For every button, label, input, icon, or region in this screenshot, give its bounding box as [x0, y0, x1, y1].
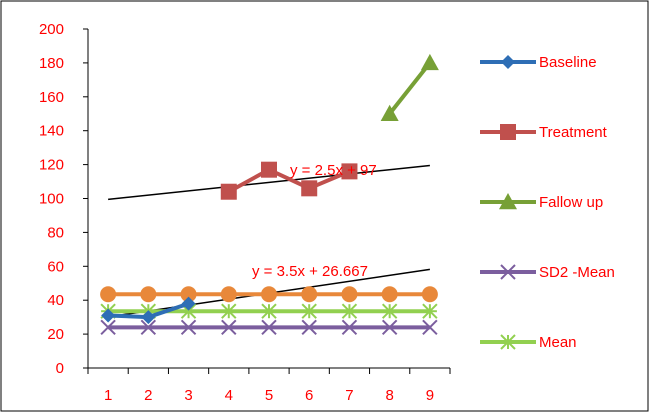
legend-label: Treatment — [539, 124, 608, 141]
data-point — [381, 303, 398, 319]
data-point — [341, 319, 358, 336]
data-point — [140, 319, 157, 336]
data-point — [180, 319, 197, 336]
x-tick-label: 7 — [345, 387, 353, 404]
data-point — [421, 286, 438, 303]
marker-stroke — [221, 319, 237, 336]
legend-item-mean: Mean — [480, 334, 577, 351]
marker-stroke — [301, 319, 317, 336]
y-tick-label: 160 — [39, 89, 64, 106]
trendline-labels: y = 2.5x + 97 y = 3.5x + 26.667 — [252, 162, 377, 280]
marker-stroke — [140, 319, 157, 336]
series-sd2-mean — [100, 319, 438, 336]
data-point — [101, 308, 116, 323]
legend-label: Mean — [539, 334, 577, 351]
data-point — [100, 286, 117, 303]
series-line — [227, 167, 351, 194]
x-tick-label: 8 — [385, 387, 393, 404]
data-point — [422, 303, 438, 319]
data-point — [181, 296, 196, 311]
y-tick-label: 180 — [39, 55, 64, 72]
series-unnamed — [100, 286, 438, 303]
x-tick-label: 5 — [265, 387, 273, 404]
y-tick-label: 80 — [47, 224, 64, 241]
data-point — [220, 286, 237, 303]
x-tick-label: 6 — [305, 387, 313, 404]
data-point — [141, 310, 156, 325]
x-tick-label: 1 — [104, 387, 112, 404]
legend-label: SD2 -Mean — [539, 264, 615, 281]
data-point — [261, 303, 277, 319]
data-point — [261, 319, 277, 336]
data-point — [341, 286, 358, 303]
legend-marker — [501, 55, 515, 69]
data-point — [261, 286, 277, 303]
legend-item-treatment: Treatment — [480, 124, 608, 141]
legend-label: Fallow up — [539, 194, 603, 211]
data-point — [341, 163, 358, 180]
y-tick-label: 20 — [47, 326, 64, 343]
y-tick-label: 0 — [56, 360, 64, 377]
data-point — [422, 319, 438, 336]
data-point — [220, 183, 237, 200]
data-point — [301, 303, 317, 319]
y-tick-label: 200 — [39, 21, 64, 38]
data-point — [221, 303, 237, 319]
trendline-label: y = 2.5x + 97 — [290, 162, 377, 179]
y-tick-label: 40 — [47, 292, 64, 309]
axes: 0 20 40 60 80 100 120 140 160 180 200 1 2 3 4 5 6 7 8 9 — [39, 21, 451, 404]
data-point — [100, 319, 116, 336]
data-point — [180, 286, 197, 303]
legend-marker — [500, 264, 516, 280]
data-point — [261, 161, 277, 178]
trendline-label: y = 3.5x + 26.667 — [252, 263, 368, 280]
x-tick-label: 4 — [225, 387, 233, 404]
legend-item-baseline: Baseline — [480, 54, 597, 71]
marker-stroke — [381, 319, 398, 336]
series-line — [388, 61, 432, 115]
marker-stroke — [100, 319, 116, 336]
data-point — [301, 319, 317, 336]
legend: Baseline Treatment Fallow up SD2 -Mean Mean — [480, 54, 615, 351]
series-fallow-up — [380, 53, 439, 121]
data-point — [420, 53, 439, 71]
series-baseline — [101, 296, 196, 325]
trendline — [108, 164, 430, 201]
data-point — [301, 180, 318, 197]
y-tick-label: 100 — [39, 191, 64, 208]
data-point — [140, 286, 157, 303]
y-tick-label: 140 — [39, 123, 64, 140]
legend-marker — [499, 193, 517, 210]
y-tick-label: 60 — [47, 258, 64, 275]
marker-stroke — [180, 319, 197, 336]
legend-marker — [500, 334, 516, 350]
x-tick-label: 3 — [184, 387, 192, 404]
series-treatment — [220, 161, 358, 200]
data-point — [381, 319, 398, 336]
legend-label: Baseline — [539, 54, 597, 71]
data-point — [301, 286, 318, 303]
data-point — [381, 286, 398, 303]
data-point — [221, 319, 237, 336]
data-point — [380, 104, 399, 121]
marker-stroke — [500, 264, 516, 280]
x-tick-label: 2 — [144, 387, 152, 404]
legend-item-sd2-mean: SD2 -Mean — [480, 264, 615, 281]
x-tick-label: 9 — [426, 387, 434, 404]
marker-stroke — [341, 319, 358, 336]
legend-marker — [500, 124, 516, 140]
series-group — [100, 53, 439, 336]
marker-stroke — [261, 319, 277, 336]
y-tick-label: 120 — [39, 157, 64, 174]
data-point — [341, 303, 358, 319]
legend-item-fallow-up: Fallow up — [480, 193, 603, 211]
marker-stroke — [422, 319, 438, 336]
